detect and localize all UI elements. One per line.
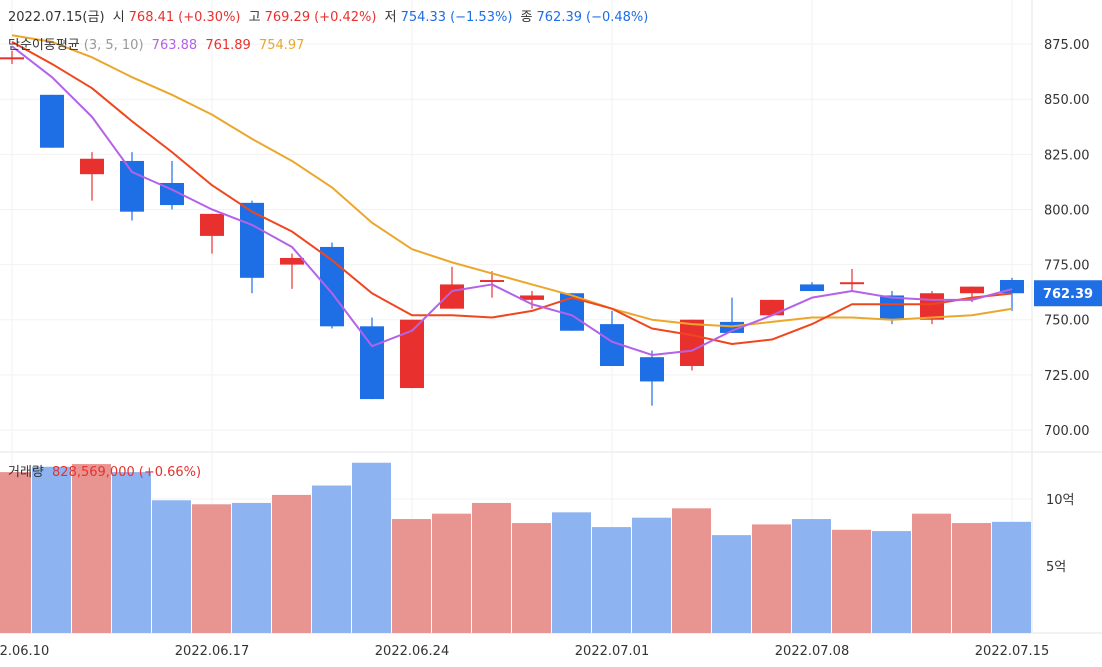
volume-label: 거래량 — [8, 465, 44, 480]
volume-bar — [792, 519, 831, 633]
candle-body — [320, 246, 344, 327]
candle-body — [960, 286, 984, 294]
candle-body — [480, 280, 504, 283]
y-tick-label: 875.00 — [1044, 38, 1090, 53]
volume-bar — [32, 466, 71, 633]
volume-bar — [112, 472, 151, 633]
volume-tick-label: 5억 — [1046, 560, 1066, 575]
candle-body — [160, 183, 184, 206]
ma-legend-label: 단순이동평균 — [8, 38, 80, 53]
low-label: 저 — [384, 10, 397, 25]
ma5-value: 761.89 — [205, 38, 251, 53]
close-value: 762.39 — [536, 10, 583, 25]
close-change: (−0.48%) — [586, 10, 649, 25]
candle-body — [720, 321, 744, 333]
volume-bar — [992, 521, 1031, 633]
x-tick-label: 2022.07.08 — [775, 644, 849, 659]
candle-body — [120, 160, 144, 212]
volume-bar — [952, 523, 991, 633]
ohlc-header: 2022.07.15(금) 시 768.41 (+0.30%) 고 769.29 (+0… — [8, 6, 652, 25]
candle-body — [40, 94, 64, 148]
volume-change: (+0.66%) — [138, 465, 202, 480]
open-value: 768.41 — [128, 10, 175, 25]
volume-bar — [192, 504, 231, 633]
volume-bar — [72, 464, 111, 633]
candle-body — [0, 57, 24, 60]
volume-bar — [872, 531, 911, 633]
volume-bar — [0, 472, 31, 633]
volume-bar — [232, 502, 271, 633]
x-tick-label: 2022.07.01 — [575, 644, 649, 659]
volume-bar — [312, 485, 351, 633]
candle-body — [80, 158, 104, 175]
x-tick-label: 2022.07.15 — [975, 644, 1049, 659]
ma-legend: 단순이동평균 (3, 5, 10) 763.88 761.89 754.97 — [8, 34, 308, 53]
candle-body — [520, 295, 544, 300]
ma10-line — [11, 34, 1013, 328]
volume-bar — [552, 512, 591, 633]
volume-bar — [432, 513, 471, 633]
volume-tick-label: 10억 — [1046, 493, 1075, 508]
ma5-line — [11, 41, 1013, 345]
volume-bar — [712, 535, 751, 633]
y-tick-label: 750.00 — [1044, 314, 1090, 329]
candle-body — [680, 319, 704, 367]
ma3-line — [11, 45, 1013, 356]
close-label: 종 — [520, 10, 533, 25]
volume-bar — [472, 502, 511, 633]
volume-bar — [672, 508, 711, 633]
volume-bar — [632, 517, 671, 633]
x-tick-label: 2022.06.10 — [0, 644, 49, 659]
volume-bar — [272, 494, 311, 633]
candle-body — [200, 213, 224, 236]
open-change: (+0.30%) — [178, 10, 241, 25]
high-label: 고 — [248, 10, 261, 25]
high-value: 769.29 — [264, 10, 311, 25]
volume-bar — [592, 527, 631, 633]
candle-body — [800, 284, 824, 292]
y-tick-label: 850.00 — [1044, 93, 1090, 108]
candle-body — [360, 326, 384, 400]
y-tick-label: 800.00 — [1044, 203, 1090, 218]
candle-body — [280, 257, 304, 265]
x-tick-label: 2022.06.17 — [175, 644, 249, 659]
header-date: 2022.07.15(금) — [8, 10, 105, 25]
current-price-tag — [1034, 280, 1102, 307]
open-label: 시 — [112, 10, 125, 25]
candle-body — [440, 284, 464, 309]
current-price-label: 762.39 — [1043, 287, 1093, 302]
candle-body — [840, 282, 864, 285]
x-tick-label: 2022.06.24 — [375, 644, 449, 659]
volume-bar — [392, 519, 431, 633]
y-tick-label: 775.00 — [1044, 259, 1090, 274]
candle-body — [240, 202, 264, 278]
low-change: (−1.53%) — [450, 10, 513, 25]
candle-body — [640, 357, 664, 382]
candle-body — [920, 293, 944, 320]
high-change: (+0.42%) — [314, 10, 377, 25]
volume-value: 828,569,000 — [52, 465, 135, 480]
volume-bar — [752, 524, 791, 633]
volume-bar — [912, 513, 951, 633]
volume-bar — [512, 523, 551, 633]
y-tick-label: 700.00 — [1044, 424, 1090, 439]
candle-body — [880, 295, 904, 320]
y-tick-label: 725.00 — [1044, 369, 1090, 384]
ma3-value: 763.88 — [151, 38, 198, 53]
ma10-value: 754.97 — [258, 38, 305, 53]
volume-bar — [352, 462, 391, 633]
ma-legend-params: (3, 5, 10) — [83, 38, 144, 53]
volume-bar — [832, 529, 871, 633]
volume-legend: 거래량 828,569,000 (+0.66%) — [8, 461, 205, 480]
low-value: 754.33 — [400, 10, 447, 25]
candle-body — [760, 299, 784, 316]
volume-bar — [152, 500, 191, 633]
y-tick-label: 825.00 — [1044, 148, 1090, 163]
